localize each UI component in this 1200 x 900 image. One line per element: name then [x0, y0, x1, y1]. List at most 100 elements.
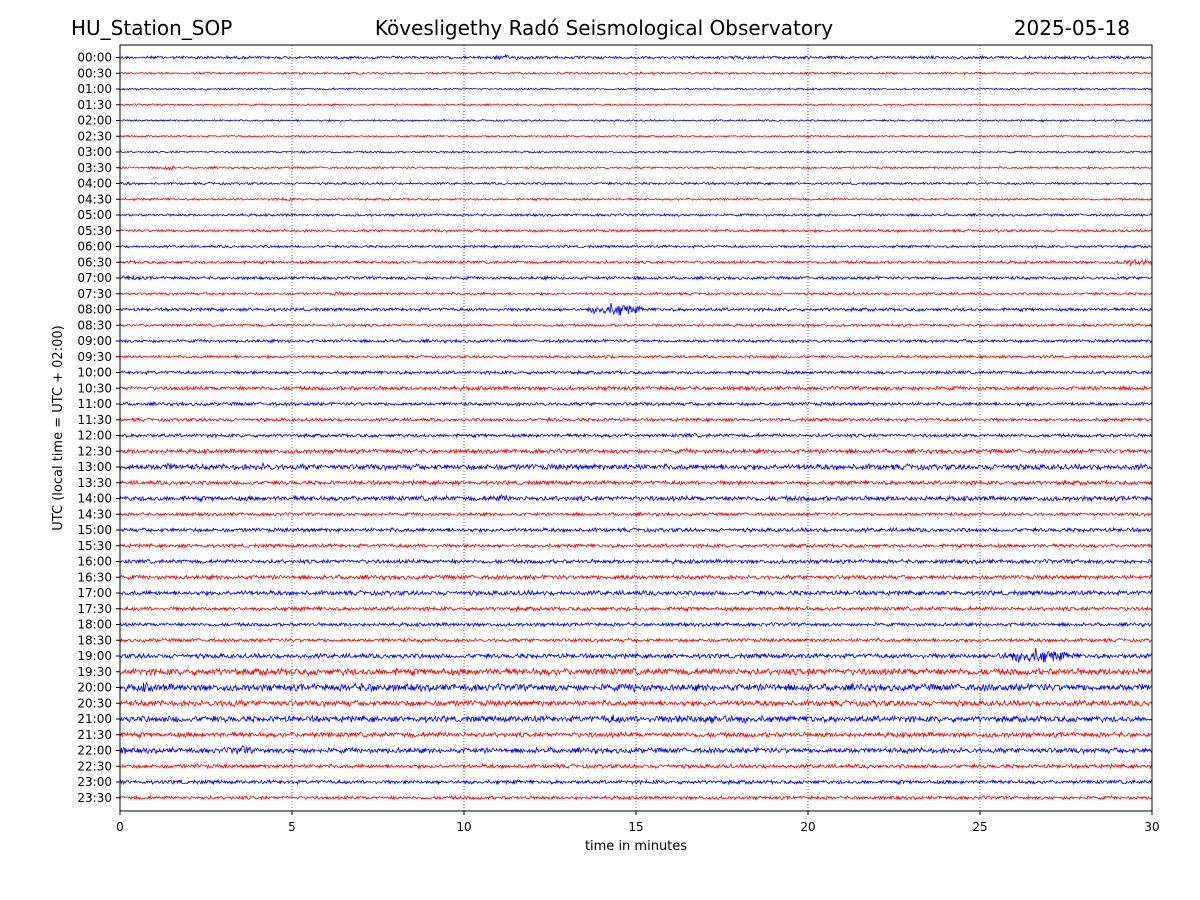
- y-tick-label: 23:30: [77, 791, 112, 805]
- trace-0700: [119, 275, 1153, 281]
- trace-1100: [119, 400, 1153, 408]
- trace-2200: [119, 745, 1153, 755]
- x-tick-label: 15: [628, 820, 643, 834]
- station-name: HU_Station_SOP: [71, 16, 232, 40]
- y-tick-label: 20:00: [77, 681, 112, 695]
- y-tick-label: 22:00: [77, 744, 112, 758]
- y-tick-label: 07:00: [77, 271, 112, 285]
- y-tick-label: 16:30: [77, 570, 112, 584]
- y-tick-label: 02:00: [77, 114, 112, 128]
- trace-2030: [119, 698, 1153, 708]
- y-tick-label: 02:30: [77, 129, 112, 143]
- trace-2330: [119, 794, 1153, 801]
- trace-1930: [119, 666, 1153, 677]
- y-tick-label: 05:00: [77, 208, 112, 222]
- trace-0600: [119, 244, 1153, 250]
- x-tick-label: 10: [456, 820, 471, 834]
- trace-0030: [119, 71, 1153, 76]
- y-tick-label: 09:00: [77, 334, 112, 348]
- trace-1500: [119, 526, 1153, 534]
- y-tick-label: 11:30: [77, 413, 112, 427]
- trace-1730: [119, 605, 1153, 613]
- trace-1400: [119, 494, 1153, 503]
- trace-0500: [119, 212, 1153, 218]
- trace-1600: [119, 557, 1153, 566]
- trace-0100: [119, 87, 1153, 91]
- trace-1830: [119, 636, 1153, 644]
- y-tick-label: 03:30: [77, 161, 112, 175]
- y-tick-label: 13:30: [77, 476, 112, 490]
- plot-frame: [119, 44, 1153, 812]
- trace-1630: [119, 573, 1153, 581]
- y-tick-label: 04:00: [77, 177, 112, 191]
- trace-0630: [119, 258, 1153, 267]
- y-tick-label: 06:00: [77, 240, 112, 254]
- y-tick-label: 21:30: [77, 728, 112, 742]
- y-tick-label: 13:00: [77, 460, 112, 474]
- trace-0900: [119, 338, 1153, 344]
- y-axis-label: UTC (local time = UTC + 02:00): [51, 325, 66, 530]
- y-tick-label: 11:00: [77, 397, 112, 411]
- trace-2300: [119, 778, 1153, 786]
- y-tick-label: 09:30: [77, 350, 112, 364]
- x-tick-label: 5: [288, 820, 296, 834]
- y-tick-label: 18:30: [77, 633, 112, 647]
- trace-1800: [119, 621, 1153, 628]
- x-tick-label: 0: [116, 820, 124, 834]
- y-tick-label: 12:00: [77, 429, 112, 443]
- trace-0000: [119, 53, 1153, 61]
- y-tick-label: 10:30: [77, 381, 112, 395]
- trace-0400: [119, 181, 1153, 186]
- trace-0930: [119, 354, 1153, 361]
- trace-2230: [119, 762, 1153, 770]
- trace-2100: [119, 714, 1153, 725]
- y-tick-label: 07:30: [77, 287, 112, 301]
- y-tick-label: 05:30: [77, 224, 112, 238]
- trace-0330: [119, 164, 1153, 171]
- y-tick-label: 19:30: [77, 665, 112, 679]
- y-tick-label: 16:00: [77, 555, 112, 569]
- trace-0530: [119, 228, 1153, 234]
- y-tick-label: 10:00: [77, 366, 112, 380]
- trace-1330: [119, 479, 1153, 487]
- y-tick-label: 15:00: [77, 523, 112, 537]
- trace-1230: [119, 446, 1153, 455]
- y-tick-label: 01:30: [77, 98, 112, 112]
- trace-0230: [119, 134, 1153, 139]
- y-tick-label: 17:00: [77, 586, 112, 600]
- y-tick-label: 19:00: [77, 649, 112, 663]
- y-tick-label: 23:00: [77, 775, 112, 789]
- y-tick-label: 18:00: [77, 618, 112, 632]
- y-tick-label: 12:30: [77, 444, 112, 458]
- y-tick-label: 17:30: [77, 602, 112, 616]
- y-tick-label: 00:30: [77, 66, 112, 80]
- trace-1300: [119, 461, 1153, 472]
- vertical-gridlines: [291, 45, 981, 811]
- trace-0830: [119, 322, 1153, 328]
- x-tick-label: 30: [1144, 820, 1159, 834]
- y-tick-label: 00:00: [77, 51, 112, 65]
- trace-1430: [119, 511, 1153, 518]
- y-tick-label: 21:00: [77, 712, 112, 726]
- y-tick-label: 08:30: [77, 318, 112, 332]
- trace-2000: [119, 681, 1153, 694]
- y-tick-label: 22:30: [77, 759, 112, 773]
- trace-0130: [119, 102, 1153, 107]
- y-tick-label: 14:00: [77, 492, 112, 506]
- y-tick-label: 04:30: [77, 192, 112, 206]
- y-tick-label: 15:30: [77, 539, 112, 553]
- y-tick-label: 14:30: [77, 507, 112, 521]
- trace-0300: [119, 149, 1153, 154]
- trace-0730: [119, 290, 1153, 297]
- trace-2130: [119, 730, 1153, 739]
- trace-1200: [119, 431, 1153, 439]
- x-tick-label: 25: [972, 820, 987, 834]
- y-tick-label: 01:00: [77, 82, 112, 96]
- trace-1000: [119, 369, 1153, 376]
- x-axis-label: time in minutes: [585, 839, 687, 854]
- trace-1530: [119, 542, 1153, 550]
- trace-1900: [119, 647, 1153, 663]
- x-tick-label: 20: [800, 820, 815, 834]
